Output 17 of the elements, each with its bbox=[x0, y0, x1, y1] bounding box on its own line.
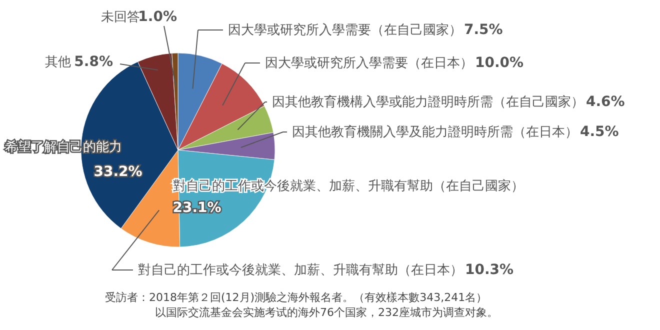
text: 受訪者：2018年第２回(12月)測驗之海外報名者。（有效樣本數343,241名） bbox=[105, 291, 488, 304]
slice-label: 因其他教育機關入學及能力證明時所需（在日本） bbox=[292, 124, 578, 140]
data-label: 4.5% bbox=[580, 124, 619, 140]
data-label: 10.3% bbox=[465, 262, 514, 278]
slice-label: 其他 bbox=[44, 55, 71, 70]
slice-label: 因其他教育機構入學或能力證明時所需（在自己國家） bbox=[272, 94, 584, 110]
data-label: 4.6% bbox=[586, 94, 625, 110]
data-label: 10.0% bbox=[475, 55, 524, 71]
slice-label: 因大學或研究所入學需要（在日本） bbox=[265, 56, 473, 71]
slice-label: 未回答 bbox=[100, 10, 140, 25]
data-label: 1.0% bbox=[138, 9, 177, 25]
text: 以国际交流基金会实施考试的海外76个国家，232座城市为调查对象。 bbox=[155, 306, 498, 319]
data-label: 5.8% bbox=[74, 54, 113, 70]
data-label: 7.5% bbox=[464, 22, 503, 38]
slice-label: 對自己的工作或今後就業、加薪、升職有幫助（在日本） bbox=[138, 263, 463, 278]
slice-label: 因大學或研究所入學需要（在自己國家） bbox=[228, 22, 462, 38]
data-label: 33.2% bbox=[94, 164, 142, 180]
